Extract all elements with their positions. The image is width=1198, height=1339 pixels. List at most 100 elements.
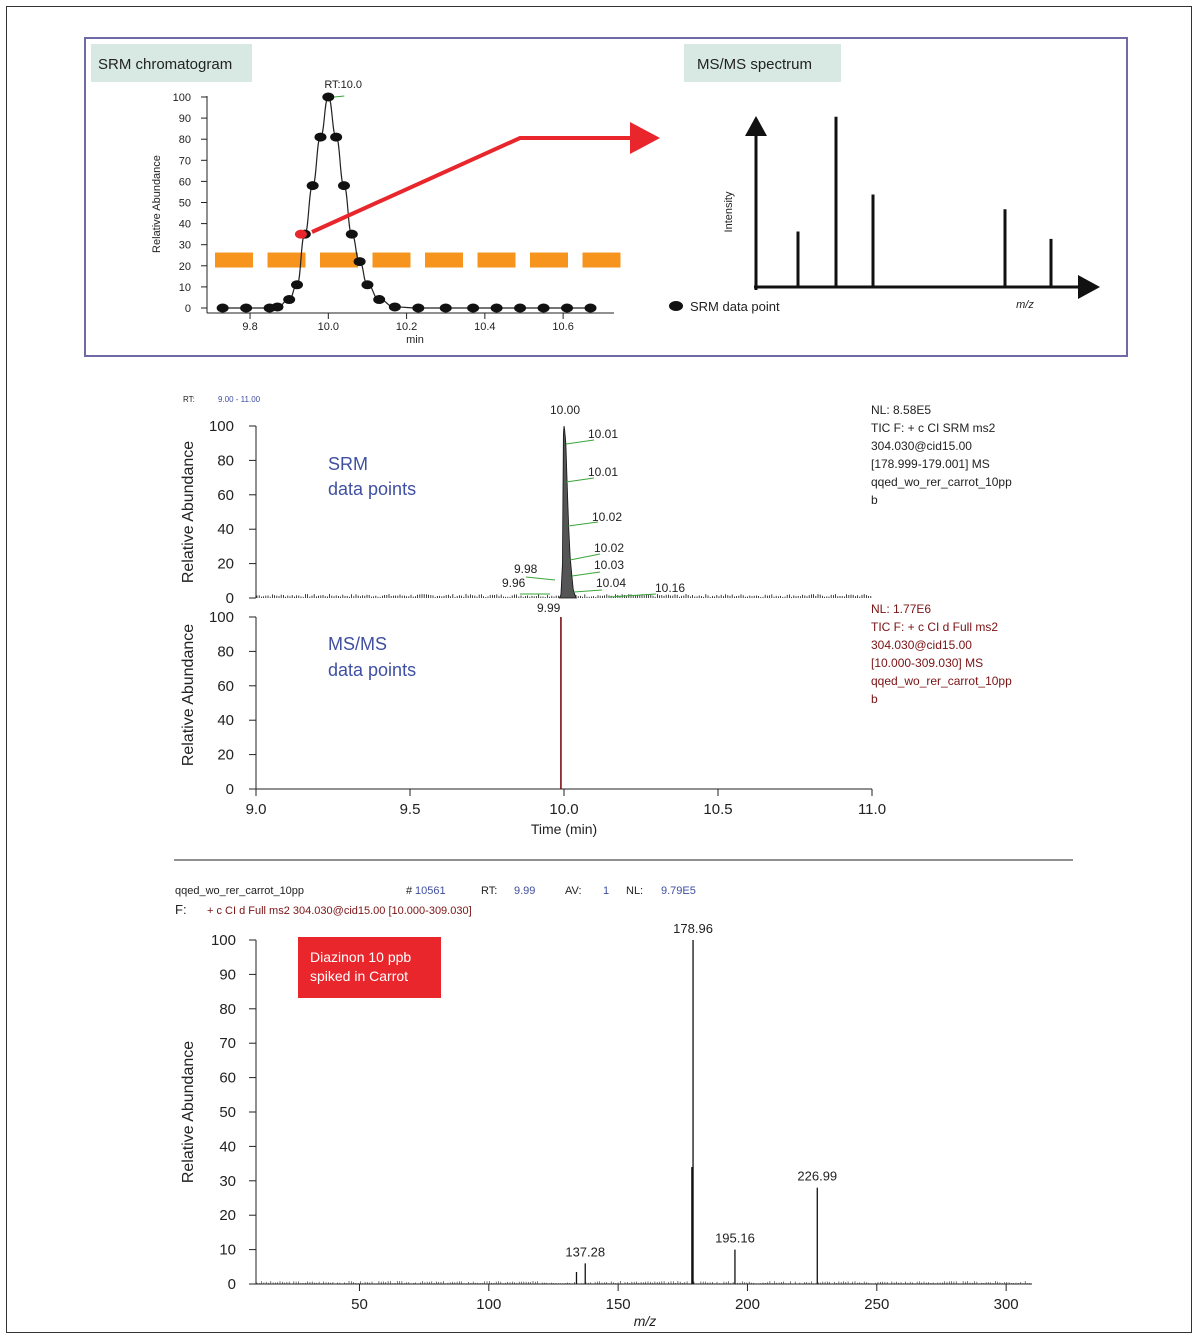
diazinon-badge xyxy=(298,937,441,998)
y-tick-label: 80 xyxy=(217,643,234,660)
srm-data-point xyxy=(240,303,253,313)
srm-chromatogram-label: SRM chromatogram xyxy=(98,56,232,73)
y-tick-label: 70 xyxy=(219,1035,236,1052)
threshold-dash xyxy=(582,252,621,268)
srm-data-points xyxy=(216,92,597,313)
chromatogram-panels: RT: 9.00 - 11.00 0 20 40 60 80 100 Relative A… xyxy=(180,395,1012,837)
badge-line-2: spiked in Carrot xyxy=(310,968,408,984)
rt-label-leader xyxy=(334,95,345,98)
msms-y-ticks: 0 20 40 60 80 100 xyxy=(209,609,256,798)
mini-x-tick-label: 9.8 xyxy=(242,321,257,333)
info-line: qqed_wo_rer_carrot_10pp xyxy=(871,475,1012,489)
srm-panel-subtitle: data points xyxy=(328,479,416,499)
srm-panel-title: SRM xyxy=(328,454,368,474)
legend-marker xyxy=(669,301,683,311)
x-tick-label: 150 xyxy=(606,1296,631,1313)
srm-data-point xyxy=(345,229,358,239)
ms-x-ticks: 50 100 150 200 250 300 xyxy=(351,1284,1019,1313)
srm-data-point xyxy=(537,303,550,313)
mini-y-tick-label: 20 xyxy=(179,261,191,273)
threshold-dash xyxy=(425,252,463,268)
srm-peak-label: 10.16 xyxy=(655,581,685,595)
y-tick-label: 100 xyxy=(211,932,236,949)
srm-label-background xyxy=(91,44,252,82)
info-line: qqed_wo_rer_carrot_10pp xyxy=(871,674,1012,688)
time-x-ticks: 9.0 9.5 10.0 10.5 11.0 xyxy=(246,789,886,818)
mini-y-axis-label: Relative Abundance xyxy=(151,155,163,253)
msms-panel-title: MS/MS xyxy=(328,634,387,654)
ms-y-axis-label: Relative Abundance xyxy=(180,1041,197,1183)
mini-y-tick-label: 80 xyxy=(179,134,191,146)
y-tick-label: 20 xyxy=(217,556,234,573)
srm-data-point xyxy=(439,303,452,313)
x-tick-label: 100 xyxy=(476,1296,501,1313)
info-line: [178.999-179.001] MS xyxy=(871,457,990,471)
srm-data-point xyxy=(337,181,350,191)
msms-y-axis-label: Relative Abundance xyxy=(180,624,197,766)
msms-spectrum-label: MS/MS spectrum xyxy=(697,56,812,73)
y-tick-label: 80 xyxy=(217,452,234,469)
y-tick-label: 100 xyxy=(209,418,234,435)
mini-x-tick-label: 10.2 xyxy=(396,321,417,333)
nl-label: NL: xyxy=(626,885,643,897)
highlight-data-point xyxy=(294,229,307,239)
srm-info-block: NL: 8.58E5 TIC F: + c CI SRM ms2 304.030@c… xyxy=(871,403,1012,507)
ms-peak-label: 178.96 xyxy=(673,921,713,936)
srm-peak-label: 10.04 xyxy=(596,576,626,590)
peak-label-leader xyxy=(609,593,657,598)
rt-header-label: RT: xyxy=(183,395,195,404)
y-tick-label: 40 xyxy=(219,1138,236,1155)
mini-x-tick-label: 10.4 xyxy=(474,321,495,333)
srm-y-ticks: 0 20 40 60 80 100 xyxy=(209,418,256,607)
mini-y-tick-label: 60 xyxy=(179,176,191,188)
info-line: b xyxy=(871,493,878,507)
peak-label-leader xyxy=(565,439,595,445)
srm-data-point xyxy=(322,92,335,102)
srm-data-point xyxy=(330,132,343,142)
srm-peak-label: 10.02 xyxy=(594,541,624,555)
srm-peak xyxy=(558,425,577,599)
mini-y-tick-label: 40 xyxy=(179,219,191,231)
av-value: 1 xyxy=(603,885,609,897)
threshold-dash xyxy=(267,252,306,268)
x-tick-label: 10.0 xyxy=(549,801,578,818)
spectrum-y-arrowhead xyxy=(745,116,767,136)
srm-peak-label: 10.02 xyxy=(592,510,622,524)
ms-peaks: 137.28 178.96 195.16 226.99 xyxy=(565,921,837,1284)
spectrum-rt-value: 9.99 xyxy=(514,885,535,897)
schematic-border xyxy=(84,37,1128,357)
mini-y-tick-label: 50 xyxy=(179,198,191,210)
info-line: NL: 1.77E6 xyxy=(871,602,931,616)
mini-y-ticks: 0 10 20 30 40 50 60 70 80 90 100 xyxy=(173,92,207,315)
srm-peak-label: 10.00 xyxy=(550,403,580,417)
scan-number: 10561 xyxy=(415,885,446,897)
av-label: AV: xyxy=(565,885,582,897)
info-line: b xyxy=(871,692,878,706)
y-tick-label: 80 xyxy=(219,1001,236,1018)
figure-frame xyxy=(6,6,1192,1333)
srm-data-point xyxy=(490,303,503,313)
spectrum-bars xyxy=(796,116,1053,287)
filter-text: + c CI d Full ms2 304.030@cid15.00 [10.0… xyxy=(207,905,472,917)
y-tick-label: 50 xyxy=(219,1104,236,1121)
x-tick-label: 9.0 xyxy=(246,801,267,818)
y-tick-label: 0 xyxy=(226,781,234,798)
peak-label-leader xyxy=(569,553,601,561)
x-tick-label: 9.5 xyxy=(400,801,421,818)
x-tick-label: 200 xyxy=(735,1296,760,1313)
peak-label-leader xyxy=(567,521,599,527)
peak-label-leader xyxy=(573,589,603,593)
srm-data-point xyxy=(467,303,480,313)
srm-data-point xyxy=(291,280,304,290)
y-tick-label: 10 xyxy=(219,1242,236,1259)
mini-y-tick-label: 100 xyxy=(173,92,191,104)
info-line: NL: 8.58E5 xyxy=(871,403,931,417)
schematic-panel: SRM chromatogram MS/MS spectrum 0 10 20 30 4… xyxy=(84,37,1128,357)
srm-peak-label: 9.96 xyxy=(502,576,526,590)
x-tick-label: 250 xyxy=(864,1296,889,1313)
ms-baseline-noise xyxy=(256,1281,1031,1284)
ms-peak-label: 195.16 xyxy=(715,1231,755,1246)
msms-label-background xyxy=(684,44,841,82)
srm-data-point xyxy=(306,181,319,191)
srm-data-point xyxy=(584,303,597,313)
